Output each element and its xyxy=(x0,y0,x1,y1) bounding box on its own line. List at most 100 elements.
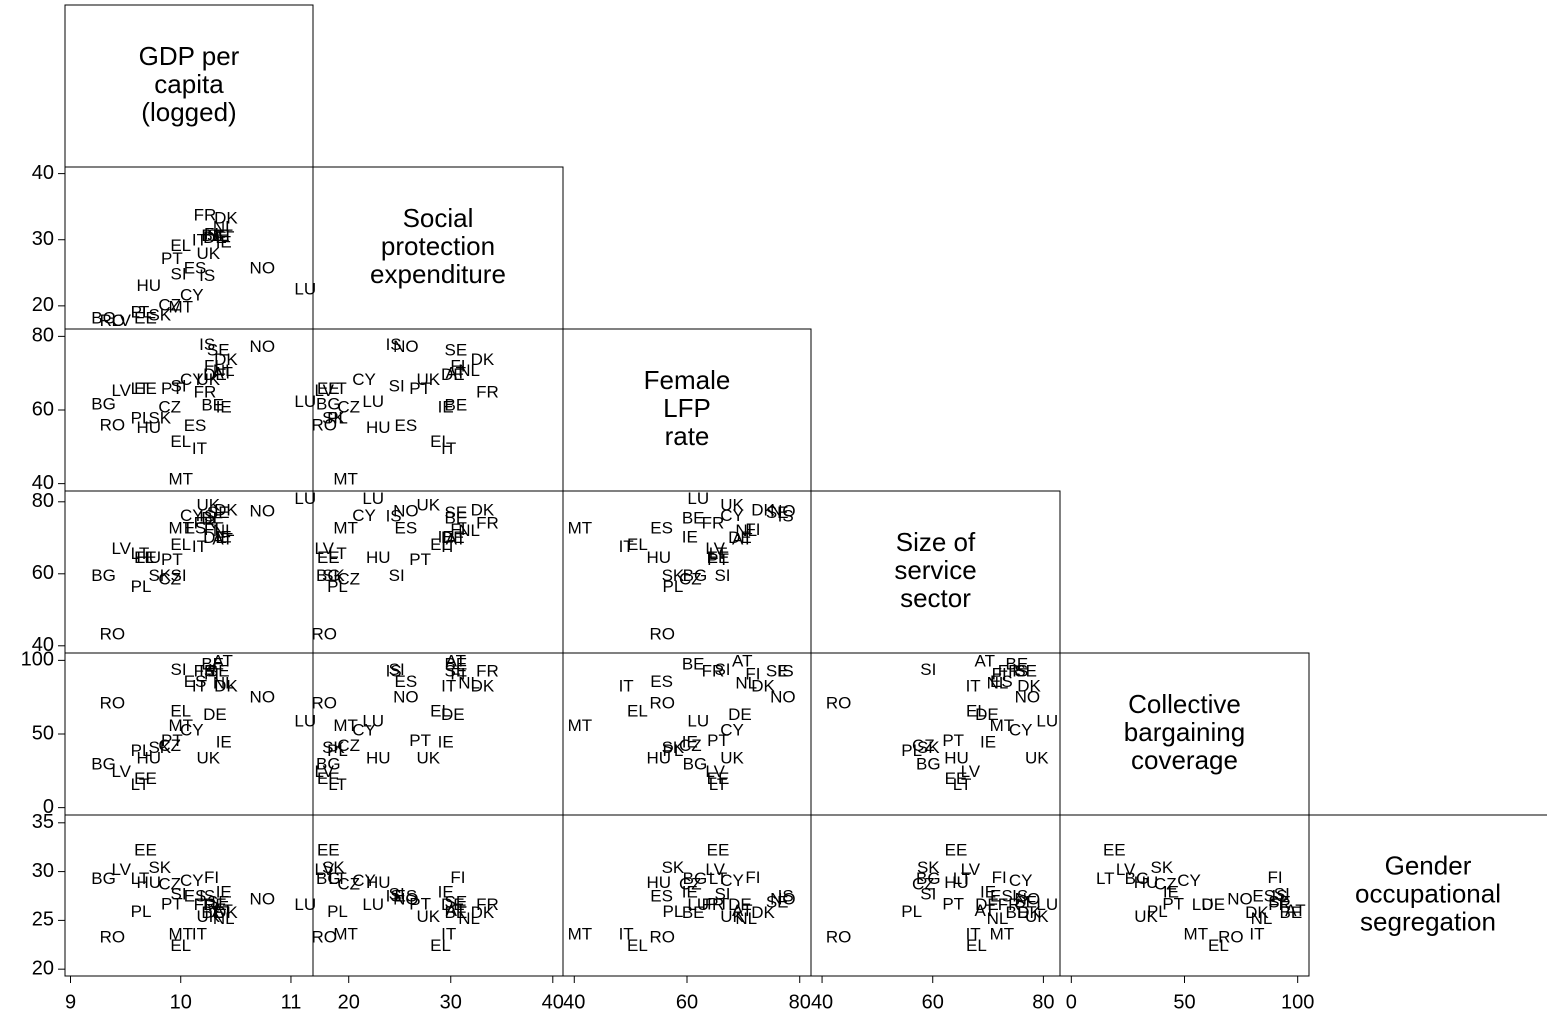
point-label: FR xyxy=(194,514,217,533)
point-label: IS xyxy=(199,266,215,285)
x-tick-label: 40 xyxy=(811,991,833,1013)
point-label: SE xyxy=(766,503,789,522)
point-label: LV xyxy=(705,539,725,558)
point-label: BE xyxy=(201,654,224,673)
point-label: SI xyxy=(389,376,405,395)
point-label: IT xyxy=(966,925,981,944)
point-label: SE xyxy=(207,226,230,245)
point-label: DK xyxy=(214,209,238,228)
point-label: MT xyxy=(568,518,593,537)
point-label: ES xyxy=(990,886,1013,905)
point-label: IT xyxy=(441,676,456,695)
point-label: SI xyxy=(170,660,186,679)
point-label: PL xyxy=(901,741,922,760)
point-label: DE xyxy=(728,528,752,547)
point-label: BE xyxy=(682,654,705,673)
variable-name: service xyxy=(894,555,976,585)
point-label: IE xyxy=(682,732,698,751)
point-label: RO xyxy=(311,927,337,946)
point-label: LU xyxy=(1192,895,1214,914)
point-label: LT xyxy=(131,775,150,794)
point-label: IE xyxy=(682,883,698,902)
point-label: PT xyxy=(161,894,183,913)
point-label: IE xyxy=(980,732,996,751)
point-label: FR xyxy=(998,662,1021,681)
point-label: UK xyxy=(720,749,744,768)
point-label: SE xyxy=(1014,892,1037,911)
point-label: ES xyxy=(395,519,418,538)
point-label: IT xyxy=(441,925,456,944)
point-label: SK xyxy=(322,566,345,585)
point-label: HU xyxy=(1134,873,1159,892)
point-label: FR xyxy=(702,895,725,914)
point-label: DE xyxy=(441,705,465,724)
point-label: AT xyxy=(212,226,232,245)
point-label: SI xyxy=(389,566,405,585)
point-label: UK xyxy=(416,749,440,768)
point-label: CY xyxy=(720,721,744,740)
point-label: CY xyxy=(1009,871,1033,890)
point-label: BE xyxy=(682,509,705,528)
point-label: SK xyxy=(662,566,685,585)
point-label: DK xyxy=(214,350,238,369)
point-label: BE xyxy=(445,395,468,414)
point-label: MT xyxy=(990,716,1015,735)
point-label: EE xyxy=(134,841,157,860)
point-label: RO xyxy=(311,693,337,712)
point-label: BG xyxy=(91,309,116,328)
point-label: PT xyxy=(942,894,964,913)
point-label: UK xyxy=(720,496,744,515)
point-label: IT xyxy=(619,676,634,695)
point-label: PL xyxy=(327,409,348,428)
y-tick-label: 60 xyxy=(32,562,54,584)
point-label: LT xyxy=(709,775,728,794)
point-label: DK xyxy=(1017,903,1041,922)
point-label: NL xyxy=(458,909,480,928)
point-label: LT xyxy=(709,869,728,888)
point-label: EL xyxy=(170,535,191,554)
point-label: DK xyxy=(214,676,238,695)
point-label: EL xyxy=(170,236,191,255)
y-tick-label: 80 xyxy=(32,325,54,347)
point-label: PL xyxy=(663,902,684,921)
point-label: CY xyxy=(720,871,744,890)
point-label: SE xyxy=(766,662,789,681)
point-label: MT xyxy=(168,297,193,316)
point-label: NL xyxy=(213,521,235,540)
point-label: SE xyxy=(445,662,468,681)
point-label: PL xyxy=(327,577,348,596)
point-label: LT xyxy=(328,869,347,888)
point-label: EL xyxy=(170,432,191,451)
point-label: SK xyxy=(662,738,685,757)
point-label: IT xyxy=(619,925,634,944)
point-label: DE xyxy=(203,528,227,547)
point-label: FR xyxy=(194,205,217,224)
point-label: FI xyxy=(992,868,1007,887)
point-label: EL xyxy=(430,432,451,451)
point-label: RO xyxy=(100,693,126,712)
point-label: LV xyxy=(314,381,334,400)
point-label: DE xyxy=(728,705,752,724)
point-label: LV xyxy=(961,762,981,781)
point-label: EL xyxy=(430,701,451,720)
point-label: IE xyxy=(438,527,454,546)
y-tick-label: 40 xyxy=(32,472,54,494)
point-label: SI xyxy=(920,884,936,903)
point-label: FR xyxy=(476,895,499,914)
point-label: NO xyxy=(393,337,419,356)
point-label: LT xyxy=(131,303,150,322)
point-label: BG xyxy=(316,754,341,773)
point-label: PT xyxy=(707,894,729,913)
point-label: DK xyxy=(214,903,238,922)
x-tick-label: 50 xyxy=(1173,991,1195,1013)
point-label: NO xyxy=(250,889,276,908)
y-tick-label: 40 xyxy=(32,162,54,184)
point-label: DK xyxy=(471,350,495,369)
point-label: BG xyxy=(683,566,708,585)
point-label: HU xyxy=(136,418,161,437)
point-label: SE xyxy=(766,892,789,911)
point-label: HU xyxy=(366,418,391,437)
point-label: DE xyxy=(203,705,227,724)
point-label: DK xyxy=(1245,903,1269,922)
point-label: LU xyxy=(687,895,709,914)
